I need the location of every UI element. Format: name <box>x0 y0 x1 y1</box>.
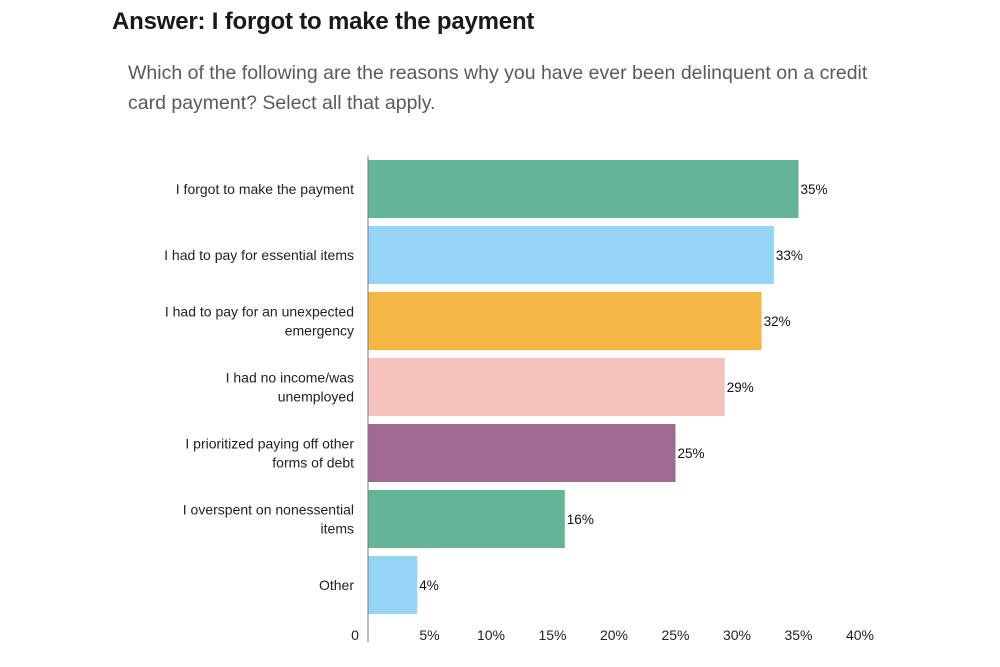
value-label-1: 33% <box>776 248 803 263</box>
x-tick-label-4: 20% <box>600 627 628 643</box>
bar-5 <box>368 490 565 548</box>
bar-6 <box>368 556 418 614</box>
bar-2 <box>368 292 762 350</box>
bar-0 <box>368 160 799 218</box>
x-tick-label-3: 15% <box>538 627 566 643</box>
category-label-3: I had no income/was unemployed <box>226 370 354 405</box>
question-text: Which of the following are the reasons w… <box>128 62 868 114</box>
category-label-0: I forgot to make the payment <box>176 181 354 197</box>
value-label-2: 32% <box>764 314 791 329</box>
category-label-5: I overspent on nonessential items <box>183 502 354 537</box>
value-label-3: 29% <box>727 380 754 395</box>
bar-4 <box>368 424 676 482</box>
x-tick-label-8: 40% <box>846 627 874 643</box>
x-tick-label-5: 25% <box>661 627 689 643</box>
bar-1 <box>368 226 774 284</box>
value-label-5: 16% <box>567 512 594 527</box>
value-label-0: 35% <box>801 182 828 197</box>
value-label-4: 25% <box>678 446 705 461</box>
x-tick-label-2: 10% <box>477 627 505 643</box>
answer-title: Answer: I forgot to make the payment <box>112 8 535 35</box>
category-label-4: I prioritized paying off other forms of d… <box>185 436 354 471</box>
value-label-6: 4% <box>419 578 439 593</box>
category-label-2: I had to pay for an unexpected emergency <box>165 304 354 339</box>
category-label-6: Other <box>319 577 354 593</box>
x-tick-label-0: 0 <box>351 627 359 643</box>
x-tick-label-1: 5% <box>419 627 439 643</box>
x-tick-label-6: 30% <box>723 627 751 643</box>
bar-3 <box>368 358 725 416</box>
x-tick-label-7: 35% <box>784 627 812 643</box>
category-label-1: I had to pay for essential items <box>164 247 354 263</box>
